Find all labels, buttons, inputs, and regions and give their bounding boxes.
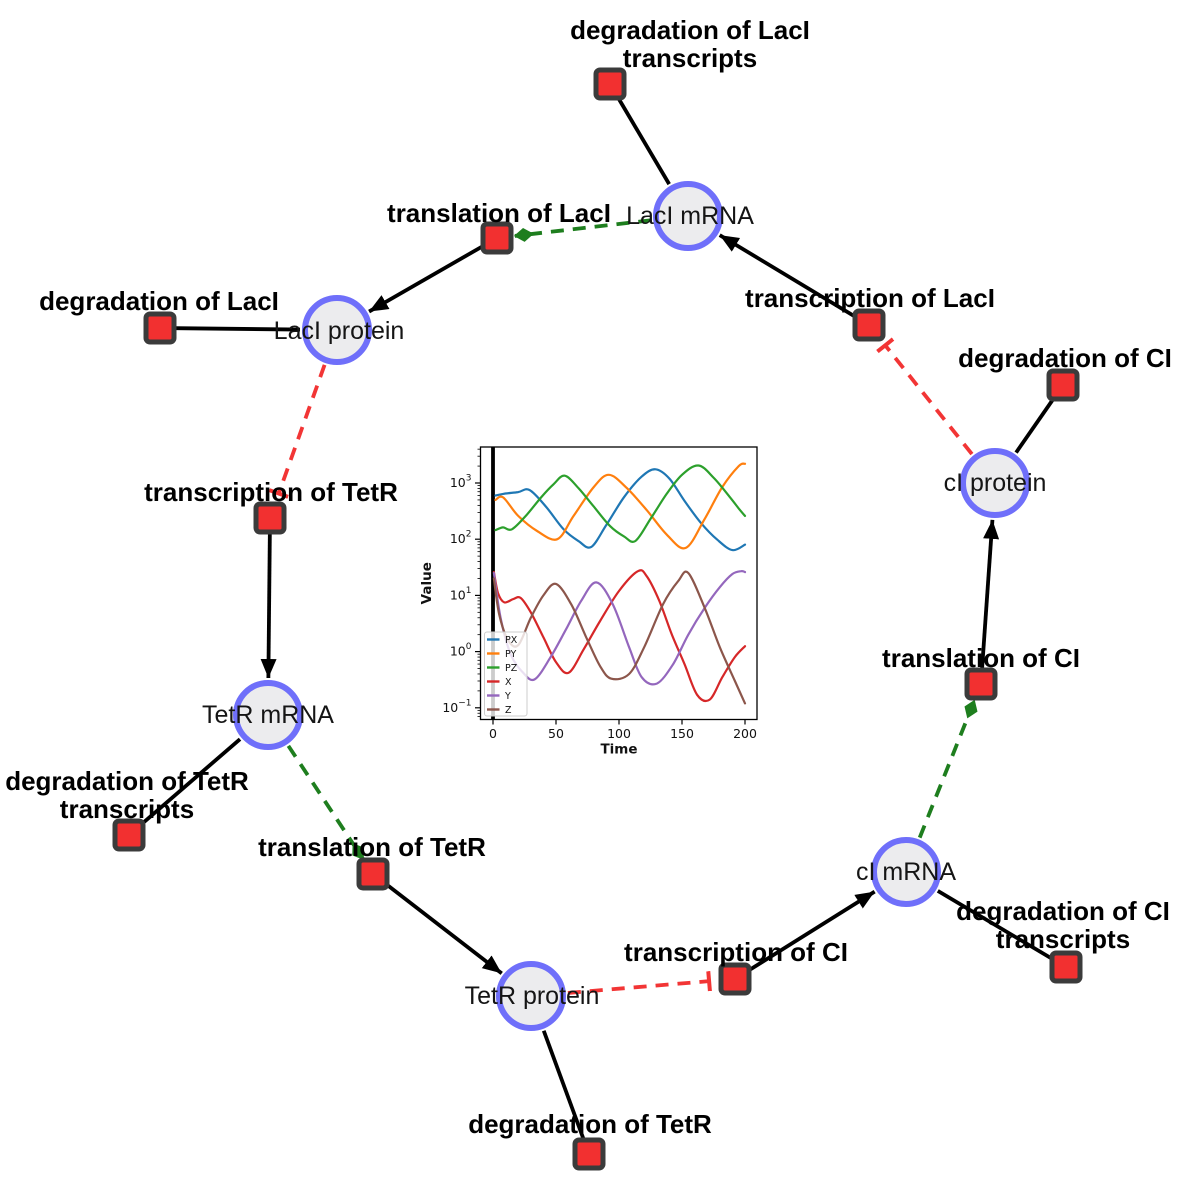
reaction-node-deg-laci-transcripts <box>593 67 627 101</box>
reaction-label-deg-ci-transcripts-line1: degradation of CI <box>956 896 1170 926</box>
consumption-edge-tetr-protein-to-deg-tetr <box>541 1030 586 1140</box>
reaction-node-deg-laci <box>143 311 177 345</box>
production-edge-transcription-ci-to-ci-mrna <box>747 890 876 973</box>
modifier-edge-tetr-mrna-to-translation-tetr <box>286 744 365 861</box>
legend-label-Z: Z <box>505 705 512 716</box>
x-tick-label-100: 100 <box>607 726 631 741</box>
legend-label-PX: PX <box>505 635 518 646</box>
chart-legend: PX PY PZ XYZ <box>484 631 528 717</box>
reaction-node-deg-ci-transcripts <box>1049 950 1083 984</box>
consumption-edge-laci-mrna-to-deg-laci-transcripts <box>616 96 671 186</box>
species-label-tetr-protein: TetR protein <box>465 982 600 1010</box>
species-label-ci-protein: cI protein <box>944 469 1047 497</box>
reaction-label-transcription-laci: transcription of LacI <box>745 283 995 313</box>
reaction-label-deg-laci: degradation of LacI <box>39 286 279 316</box>
y-axis-title: Value <box>419 562 435 604</box>
reaction-node-deg-tetr <box>572 1137 606 1171</box>
production-edge-translation-ci-to-ci-protein <box>980 519 1000 669</box>
species-label-tetr-mrna: TetR mRNA <box>202 701 334 729</box>
species-node-tetr-protein <box>496 961 566 1031</box>
legend-label-X: X <box>505 677 512 688</box>
production-edge-transcription-tetr-to-tetr-mrna <box>260 533 277 679</box>
reaction-label-translation-ci: translation of CI <box>882 643 1080 673</box>
species-node-laci-protein <box>302 295 372 365</box>
reaction-node-translation-tetr <box>356 857 390 891</box>
reaction-label-deg-ci-transcripts-line2: transcripts <box>996 924 1130 954</box>
species-node-ci-mrna <box>871 837 941 907</box>
legend-label-Y: Y <box>504 691 511 702</box>
y-tick-label-e3: 103 <box>450 474 472 491</box>
x-tick-label-50: 50 <box>548 726 564 741</box>
species-node-ci-protein <box>960 448 1030 518</box>
consumption-edge-laci-protein-to-deg-laci <box>175 326 301 332</box>
reaction-node-deg-ci <box>1046 368 1080 402</box>
species-label-laci-mrna: LacI mRNA <box>626 202 754 230</box>
reaction-label-translation-laci: translation of LacI <box>387 198 611 228</box>
legend-label-PZ: PZ <box>505 663 518 674</box>
species-node-laci-mrna <box>653 181 723 251</box>
node-labels: LacI mRNA LacI protein TetR mRNA TetR prote… <box>5 15 1172 1139</box>
reaction-node-transcription-ci <box>718 962 752 996</box>
inhibition-edge-laci-protein-to-transcription-tetr <box>268 364 327 499</box>
reaction-node-transcription-laci <box>852 308 886 342</box>
reaction-node-transcription-tetr <box>253 501 287 535</box>
legend-label-PY: PY <box>505 649 517 660</box>
y-tick-label-e2: 102 <box>450 530 472 547</box>
y-tick-label-e0: 100 <box>450 642 472 659</box>
reaction-label-deg-tetr-transcripts-line2: transcripts <box>60 794 194 824</box>
production-edge-translation-tetr-to-tetr-protein <box>384 882 503 975</box>
reaction-label-deg-ci: degradation of CI <box>958 343 1172 373</box>
species-label-ci-mrna: cI mRNA <box>856 858 956 886</box>
production-edge-translation-laci-to-laci-protein <box>368 244 485 314</box>
x-tick-label-0: 0 <box>489 726 497 741</box>
reaction-nodes <box>112 67 1083 1171</box>
y-tick-label-e1: 101 <box>450 586 472 603</box>
x-tick-label-150: 150 <box>670 726 694 741</box>
reaction-label-transcription-ci: transcription of CI <box>624 937 848 967</box>
reaction-label-deg-laci-transcripts-line1: degradation of LacI <box>570 15 810 45</box>
modifier-edge-laci-mrna-to-translation-laci <box>513 218 652 242</box>
series-line-PY <box>494 462 747 550</box>
x-tick-label-200: 200 <box>733 726 757 741</box>
reaction-node-deg-tetr-transcripts <box>112 818 146 852</box>
reaction-node-translation-ci <box>964 667 998 701</box>
inset-chart: 0 50 100 150 200Time10310210110010−1ValuePXP… <box>419 435 769 770</box>
species-nodes <box>233 181 1030 1031</box>
consumption-edge-ci-mrna-to-deg-ci-transcripts <box>936 889 1054 961</box>
modifier-edge-ci-mrna-to-translation-ci <box>917 699 978 839</box>
reaction-label-deg-tetr: degradation of TetR <box>468 1109 712 1139</box>
species-node-tetr-mrna <box>233 680 303 750</box>
inhibition-edge-ci-protein-to-transcription-laci <box>876 337 974 456</box>
edges-layer <box>139 96 1056 1140</box>
series-line-X <box>492 569 747 703</box>
reaction-label-translation-tetr: translation of TetR <box>258 832 486 862</box>
production-edge-transcription-laci-to-laci-mrna <box>718 233 857 319</box>
reaction-label-deg-tetr-transcripts-line1: degradation of TetR <box>5 766 249 796</box>
reaction-label-deg-laci-transcripts-line2: transcripts <box>623 43 757 73</box>
species-label-laci-protein: LacI protein <box>274 317 405 345</box>
y-tick-label-e-1: 10−1 <box>442 698 471 715</box>
reaction-node-translation-laci <box>480 221 514 255</box>
x-axis-title: Time <box>600 742 637 758</box>
consumption-edge-ci-protein-to-deg-ci <box>1014 397 1056 454</box>
reaction-label-transcription-tetr: transcription of TetR <box>144 477 398 507</box>
inhibition-edge-tetr-protein-to-transcription-ci <box>567 971 712 995</box>
consumption-edge-tetr-mrna-to-deg-tetr-transcripts <box>139 737 242 826</box>
series-line-PZ <box>494 464 747 543</box>
